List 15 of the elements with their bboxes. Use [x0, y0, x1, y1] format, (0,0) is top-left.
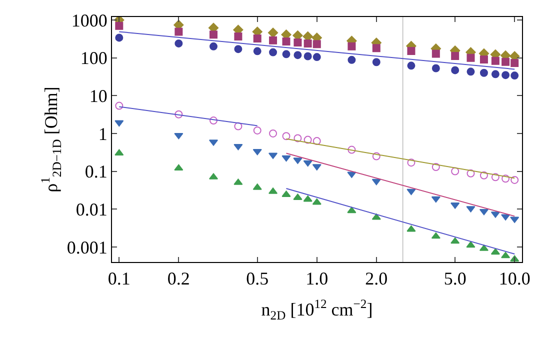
- y-tick-label: 0.01: [76, 199, 108, 220]
- x-tick-label: 0.5: [246, 268, 269, 289]
- y-tick-label: 10: [89, 86, 108, 106]
- x-tick-label: 5.0: [444, 268, 466, 289]
- x-tick-label: 10.0: [498, 268, 530, 289]
- y-tick-label: 1000: [71, 10, 108, 30]
- y-tick-label: 0.1: [84, 162, 108, 182]
- x-tick-label: 0.1: [108, 268, 130, 289]
- y-tick-label: 100: [80, 48, 108, 68]
- x-tick-label: 1.0: [306, 268, 328, 289]
- x-tick-label: 2.0: [365, 268, 388, 289]
- y-tick-label: 0.001: [66, 237, 108, 258]
- x-axis-title: n$_{2D}$ [10$^{12}$ cm$^{−2}$]: [261, 297, 373, 322]
- y-tick-label: 1: [98, 124, 108, 144]
- x-tick-label: 0.2: [167, 268, 190, 289]
